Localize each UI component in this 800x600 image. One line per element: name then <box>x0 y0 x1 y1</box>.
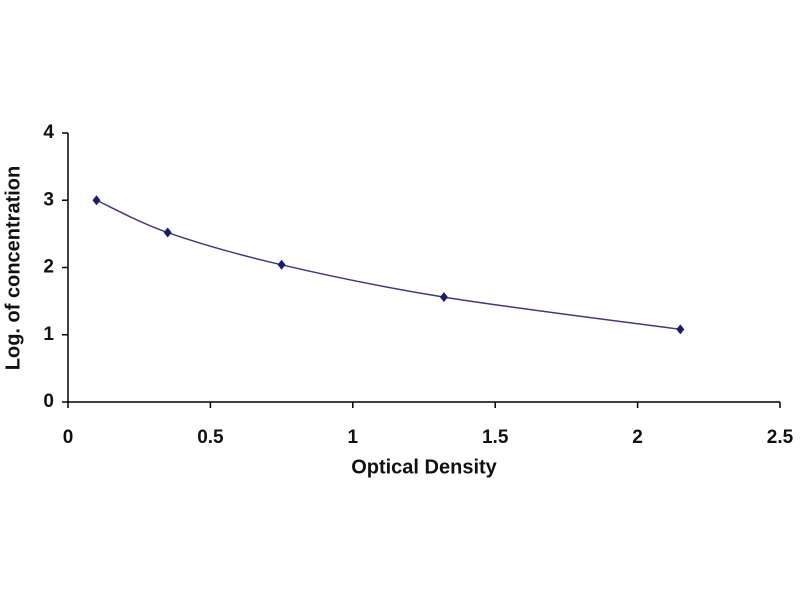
x-tick-label: 0.5 <box>197 427 224 448</box>
y-tick-label: 4 <box>43 122 54 143</box>
data-point <box>439 292 448 303</box>
y-tick-label: 2 <box>43 257 54 278</box>
x-tick-label: 0 <box>63 427 74 448</box>
x-tick-label: 2 <box>632 427 643 448</box>
x-tick-label: 1.5 <box>482 427 509 448</box>
fit-line <box>96 199 681 331</box>
x-tick-label: 1 <box>348 427 359 448</box>
y-axis-title: Log. of concentration <box>2 166 24 370</box>
x-tick-label: 2.5 <box>767 427 794 448</box>
data-point <box>277 259 286 270</box>
data-point <box>163 227 172 238</box>
data-point <box>92 195 101 206</box>
y-tick-label: 3 <box>43 189 54 210</box>
data-point <box>676 324 685 335</box>
x-axis-title: Optical Density <box>351 456 497 478</box>
y-tick-label: 1 <box>43 324 54 345</box>
y-tick-label: 0 <box>43 391 54 412</box>
